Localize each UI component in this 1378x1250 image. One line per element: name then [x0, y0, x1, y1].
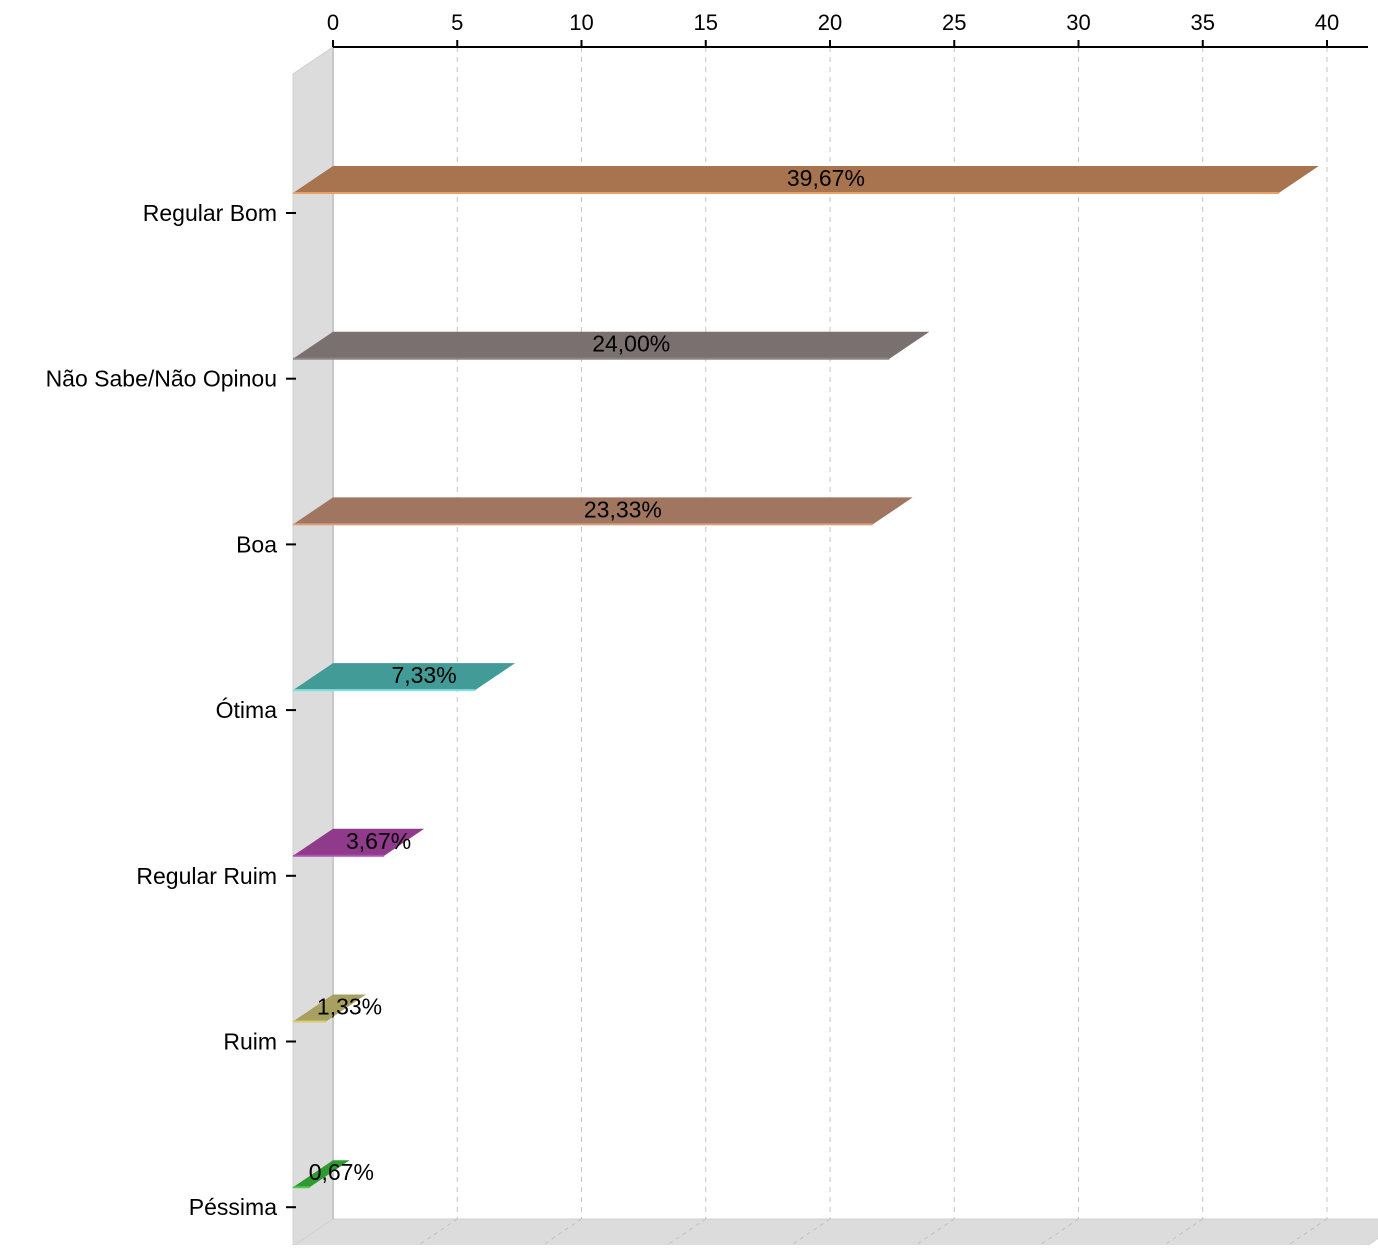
floor-grid-line [541, 1218, 582, 1247]
x-tick-label: 30 [1066, 10, 1090, 35]
left-wall [292, 46, 334, 1250]
floor-grid-line [416, 1218, 458, 1247]
data-label: 24,00% [592, 331, 670, 357]
category-label: Boa [236, 531, 277, 557]
x-tick-label: 15 [694, 10, 718, 35]
x-axis: 0 5 10 15 20 25 30 35 40 [327, 10, 1368, 48]
category-label: Ruim [223, 1029, 277, 1055]
bars [293, 166, 1319, 1189]
x-tick-label: 40 [1315, 10, 1339, 35]
category-label: Péssima [189, 1194, 277, 1220]
data-label: 1,33% [317, 994, 382, 1020]
bar [293, 828, 425, 856]
data-label: 23,33% [584, 496, 662, 522]
floor [291, 1218, 1378, 1247]
bar [293, 994, 367, 1022]
bar [293, 663, 516, 691]
floor-grid-line [1038, 1218, 1079, 1247]
category-label: Ótima [216, 697, 278, 723]
floor-grid-line [1162, 1218, 1204, 1247]
data-label: 7,33% [391, 662, 456, 688]
bar [293, 166, 1319, 193]
x-tick-label: 10 [569, 10, 593, 35]
category-label: Não Sabe/Não Opinou [46, 366, 277, 392]
x-tick-label: 5 [451, 10, 463, 35]
data-label: 3,67% [346, 828, 411, 854]
data-labels: 39,67% 24,00% 23,33% 7,33% 3,67% 1,33% 0,67% [309, 165, 865, 1185]
x-tick-label: 35 [1191, 10, 1215, 35]
x-tick-label: 0 [327, 10, 339, 35]
data-label: 39,67% [787, 165, 865, 191]
floor-grid-line [913, 1218, 955, 1247]
floor-grid-line [789, 1218, 831, 1247]
floor-grid-line [1286, 1218, 1328, 1247]
x-tick-label: 25 [942, 10, 966, 35]
x-tick-label: 20 [818, 10, 842, 35]
grid-lines [416, 47, 1328, 1247]
category-label: Regular Bom [143, 200, 277, 226]
bar [293, 497, 913, 525]
bar [293, 1160, 350, 1188]
category-axis: Regular Bom Não Sabe/Não Opinou Boa Ótima Re… [46, 200, 296, 1220]
chart-walls [291, 46, 1378, 1250]
bar [293, 331, 930, 359]
data-label: 0,67% [309, 1159, 374, 1185]
floor-grid-line [665, 1218, 707, 1247]
category-label: Regular Ruim [136, 863, 277, 889]
